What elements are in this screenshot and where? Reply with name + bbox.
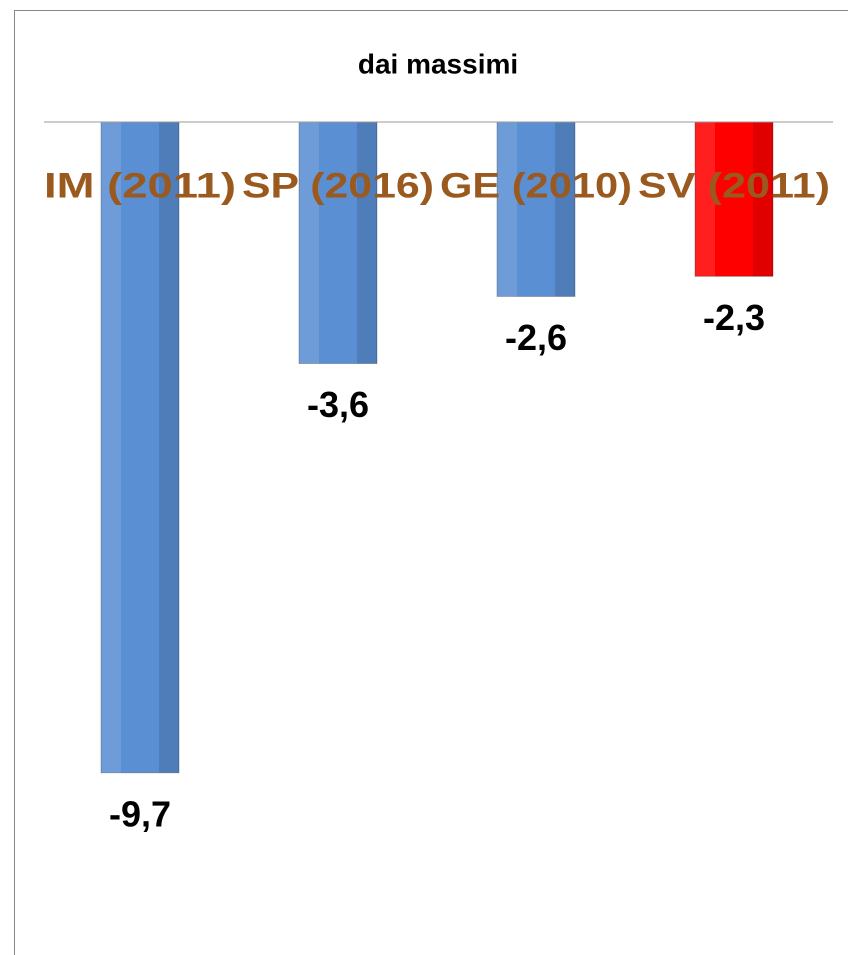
data-label: -9,7 [109, 793, 171, 834]
bar-shade [159, 122, 179, 773]
x-tick-label: SV (2011) [638, 166, 830, 205]
data-label: -3,6 [307, 384, 369, 425]
bar-shade [299, 122, 319, 364]
bar-shade [101, 122, 121, 773]
bar [496, 121, 576, 297]
bar-shade [497, 122, 517, 297]
x-tick-label: IM (2011) [44, 166, 236, 205]
bar [694, 121, 774, 277]
x-tick-label: GE (2010) [440, 166, 632, 205]
bar-shade [357, 122, 377, 364]
chart-title: dai massimi [358, 48, 518, 79]
data-label: -2,6 [505, 317, 567, 358]
bar [100, 121, 180, 774]
x-tick-label: SP (2016) [242, 166, 434, 205]
bar [298, 121, 378, 365]
data-label: -2,3 [703, 297, 765, 338]
bar-shade [555, 122, 575, 297]
bar-shade [695, 122, 715, 277]
bar-shade [753, 122, 773, 277]
